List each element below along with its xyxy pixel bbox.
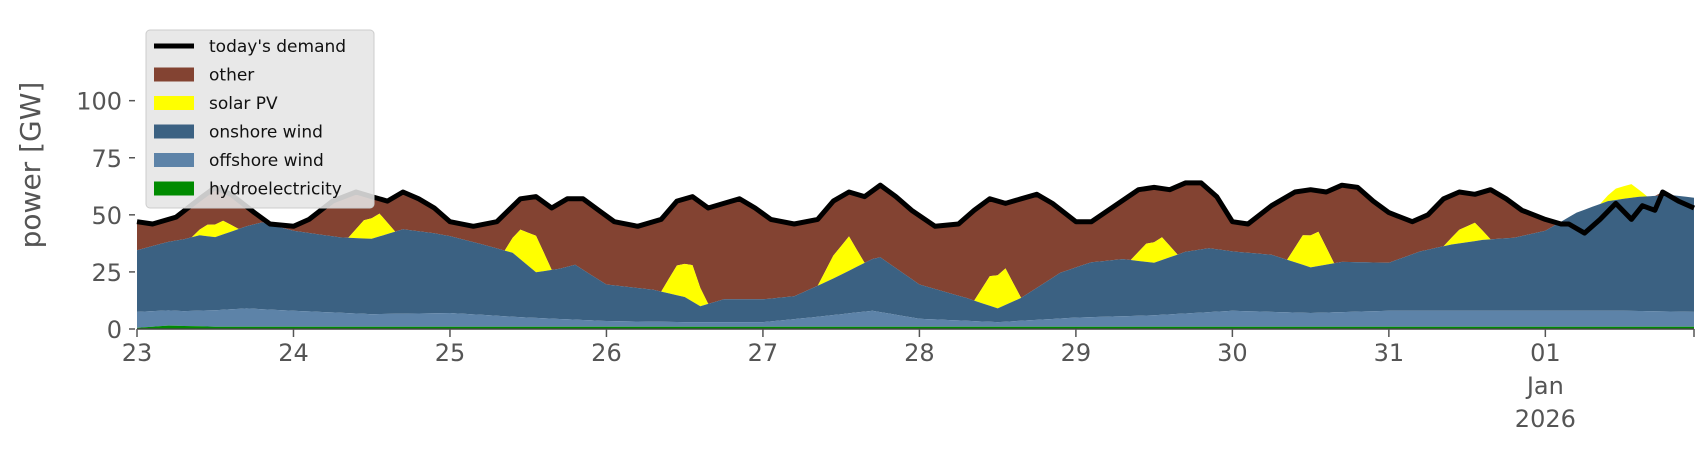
y-axis-title: power [GW] [14,82,47,249]
x-tick-label: 25 [435,339,466,367]
axes-layer: 0 25 50 75 100 23 24 25 26 27 28 29 30 31 01 Jan 2026 [76,88,1695,433]
legend: today's demand other solar PV onshore wind o… [145,29,375,209]
legend-label-hydro: hydroelectricity [209,180,342,200]
x-tick-label: 27 [748,339,779,367]
y-tick-label: 0 [107,316,122,344]
legend-label-demand: today's demand [209,37,346,57]
legend-box [145,29,375,209]
demand-line-layer [136,180,1696,236]
x-tick-label: 29 [1061,339,1092,367]
area-offshore [137,308,1694,328]
legend-swatch-other [154,67,194,82]
x-tick-label: 31 [1374,339,1405,367]
legend-swatch-offshore [154,153,194,167]
y-tick-label: 75 [91,145,122,173]
series-line-demand [136,180,1696,236]
y-tick-label: 100 [76,88,122,116]
area-other [137,182,1694,304]
legend-label-solar: solar PV [209,94,278,114]
legend-label-offshore: offshore wind [209,151,324,171]
x-tick-label: 24 [278,339,309,367]
x-tick-label: Jan [1525,372,1564,400]
y-tick-label: 25 [91,259,122,287]
legend-label-onshore: onshore wind [209,123,323,143]
x-tick-label: 30 [1217,339,1248,367]
legend-label-other: other [209,66,254,86]
x-tick-label: 28 [904,339,935,367]
stacked-area-layer [137,182,1694,329]
x-tick-label: 23 [122,339,153,367]
area-onshore [137,195,1694,323]
x-tick-label: 01 [1530,339,1561,367]
x-tick-label: 26 [591,339,622,367]
legend-swatch-hydro [154,181,194,196]
legend-swatch-solar [154,96,194,110]
legend-swatch-onshore [154,124,194,139]
x-tick-label: 2026 [1515,405,1576,433]
area-hydro [137,325,1694,329]
y-tick-label: 50 [91,202,122,230]
